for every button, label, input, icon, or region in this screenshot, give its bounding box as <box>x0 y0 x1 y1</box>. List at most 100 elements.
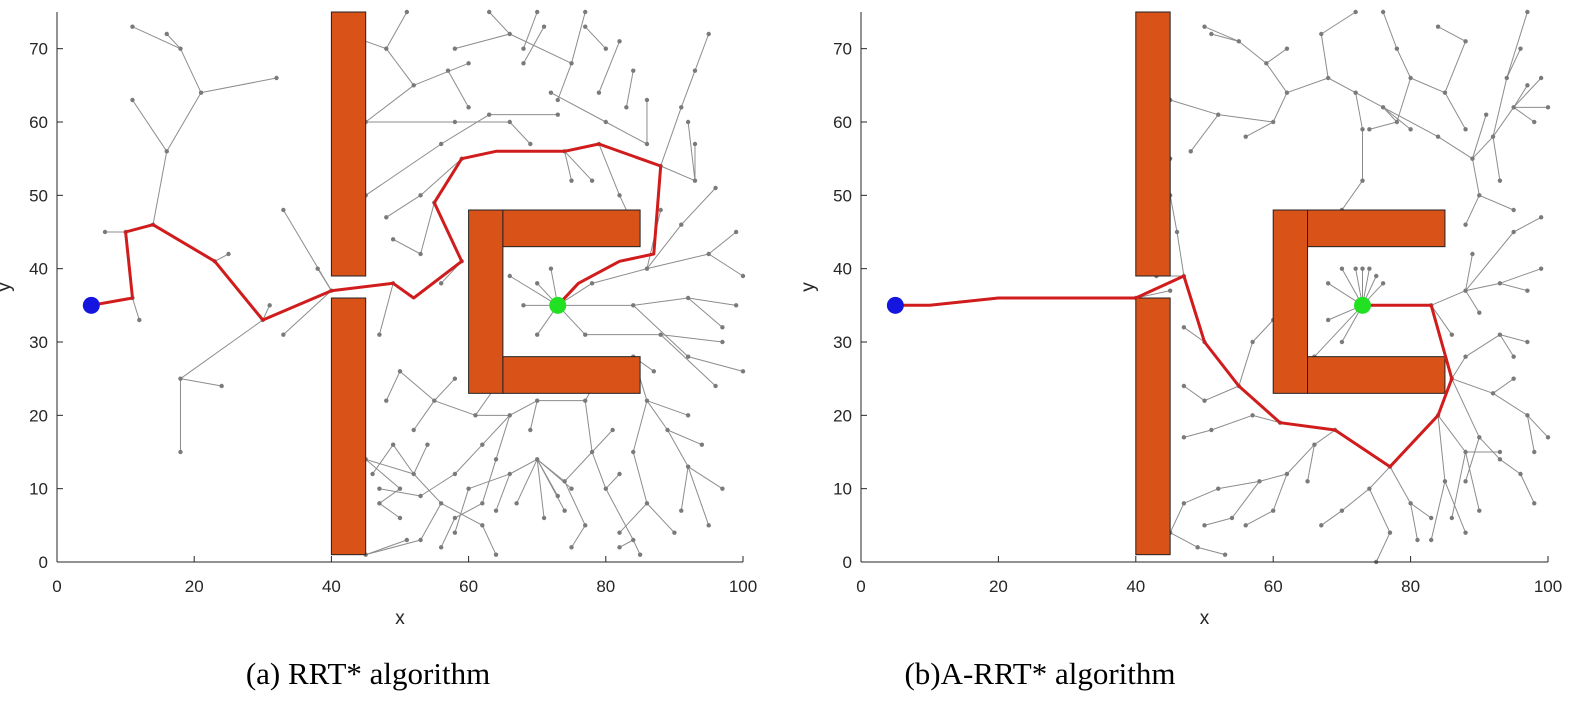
tree-edge <box>694 33 710 71</box>
tree-edge <box>1314 304 1363 358</box>
tree-node <box>1264 61 1269 66</box>
tree-node <box>1243 523 1248 528</box>
tree-node <box>1229 515 1235 521</box>
tree-node <box>596 90 602 95</box>
tree-edge <box>1355 92 1364 130</box>
tree-node <box>452 119 458 125</box>
tree-edge <box>1341 488 1370 512</box>
tree-edge <box>708 253 744 277</box>
tree-edge <box>413 400 435 431</box>
tree-node <box>1387 530 1393 535</box>
tree-edge <box>1231 481 1260 519</box>
tree-node <box>555 493 560 499</box>
tree-node <box>1353 90 1358 95</box>
tree-edge <box>633 297 689 306</box>
tree-edge <box>598 143 620 196</box>
tree-edge <box>1465 195 1480 225</box>
tree-edge <box>1355 92 1384 108</box>
tree-edge <box>200 77 277 94</box>
tree-node <box>1394 46 1400 51</box>
tree-node <box>493 508 499 513</box>
tree-edge <box>413 473 442 504</box>
tree-node <box>685 464 691 469</box>
tree-edge <box>1430 305 1453 335</box>
tree-node <box>404 9 410 15</box>
tree-edge <box>1327 77 1356 94</box>
tree-edge <box>509 121 531 145</box>
tree-edge <box>1368 488 1391 533</box>
tree-edge <box>385 11 408 49</box>
tree-node <box>644 398 650 403</box>
tree-edge <box>1204 26 1240 42</box>
tree-edge <box>379 502 401 519</box>
tree-node <box>130 24 135 29</box>
tree-edge <box>1444 481 1467 533</box>
tree-edge <box>660 165 696 182</box>
tree-node <box>178 449 183 455</box>
tree-edge <box>1472 136 1494 160</box>
tree-node <box>418 193 423 198</box>
tree-edge <box>420 158 463 196</box>
tree-edge <box>591 268 648 284</box>
tree-edge <box>1410 503 1418 541</box>
tree-edge <box>386 194 421 218</box>
tree-edge <box>385 48 415 86</box>
tree-node <box>548 90 554 95</box>
tree-edge <box>1321 11 1356 35</box>
tree-node <box>1250 339 1255 345</box>
tree-node <box>397 515 403 521</box>
tree-node <box>644 141 650 147</box>
tree-node <box>466 105 471 110</box>
y-tick-label: 40 <box>833 260 852 279</box>
tree-edge <box>1382 106 1439 138</box>
tree-node <box>384 398 389 403</box>
tree-edge <box>180 319 264 380</box>
tree-node <box>672 530 677 535</box>
tree-node <box>1380 105 1386 110</box>
tree-node <box>1250 413 1255 418</box>
tree-edge <box>1211 33 1239 42</box>
tree-edge <box>1266 48 1288 64</box>
tree-node <box>658 207 663 213</box>
tree-node <box>665 427 670 433</box>
tree-node <box>1525 339 1530 345</box>
tree-edge <box>1499 458 1521 475</box>
tree-edge <box>1218 480 1260 490</box>
y-tick-label: 20 <box>833 406 852 425</box>
obstacles <box>330 11 641 556</box>
tree-edge <box>433 378 456 402</box>
tree-node <box>452 471 458 477</box>
tree-node <box>411 83 416 88</box>
tree-node <box>706 523 711 528</box>
tree-node <box>610 427 615 433</box>
y-tick-label: 50 <box>833 186 852 205</box>
tree-node <box>397 369 403 374</box>
tree-node <box>281 207 286 213</box>
tree-edge <box>571 11 586 64</box>
tree-edge <box>605 488 634 541</box>
tree-edge <box>1465 451 1480 511</box>
tree-node <box>377 501 382 506</box>
tree-edge <box>550 92 607 123</box>
tree-node <box>1490 134 1496 139</box>
tree-edge <box>1499 334 1528 343</box>
tree-edge <box>392 444 415 475</box>
tree-edge <box>687 121 696 181</box>
tree-edge <box>1451 378 1494 394</box>
tree-node <box>535 457 540 462</box>
tree-edge <box>687 297 723 328</box>
tree-node <box>589 449 595 455</box>
tree-edge <box>495 473 511 511</box>
planned-path <box>89 142 663 322</box>
tree-node <box>562 508 567 513</box>
tree-node <box>535 332 540 337</box>
tree-edge <box>1513 106 1535 123</box>
tree-node <box>1511 207 1516 213</box>
tree-edge <box>523 26 545 64</box>
tree-node <box>685 119 691 125</box>
tree-node <box>569 61 574 66</box>
tree-node <box>1497 281 1503 286</box>
tree-node <box>528 141 533 147</box>
tree-edge <box>509 400 538 416</box>
